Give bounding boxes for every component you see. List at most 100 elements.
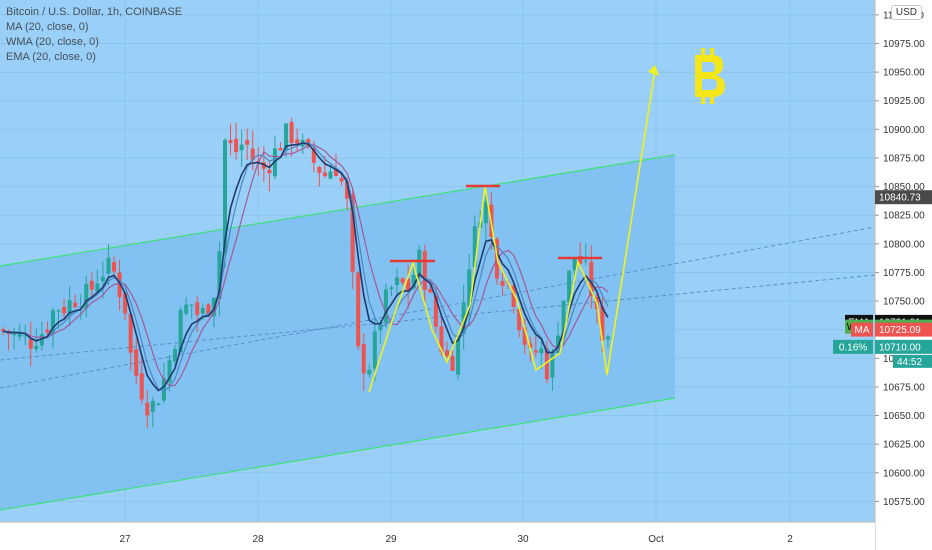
candle-body [206,304,211,315]
candle-body [422,251,427,290]
candle[interactable] [450,347,455,371]
candle[interactable] [234,122,239,160]
candle-body [128,314,133,353]
candle[interactable] [605,334,610,348]
candle[interactable] [117,259,122,311]
candle[interactable] [89,272,94,298]
candle[interactable] [278,142,283,151]
candle[interactable] [372,316,377,382]
candle-body [372,331,377,369]
candle[interactable] [517,306,522,338]
candle[interactable] [150,396,155,428]
candle[interactable] [395,267,400,295]
ma-line [2,144,609,387]
chart-legend: Bitcoin / U.S. Dollar, 1h, COINBASE MA (… [6,5,182,65]
candle[interactable] [467,253,472,326]
candle[interactable] [217,241,222,316]
candle-body [544,348,549,380]
candle[interactable] [289,117,294,157]
candle[interactable] [578,242,583,266]
candle[interactable] [67,286,72,327]
candle[interactable] [500,271,505,296]
candle[interactable] [317,165,322,187]
candle[interactable] [367,363,372,378]
legend-ma[interactable]: MA (20, close, 0) [6,21,89,33]
candle[interactable] [550,348,555,391]
channel-fill [0,155,675,510]
bitcoin-stroke [701,96,705,104]
candle[interactable] [533,336,538,358]
candle-body [483,201,488,224]
legend-wma[interactable]: WMA (20, close, 0) [6,36,99,48]
legend-ema[interactable]: EMA (20, close, 0) [6,51,96,63]
candle-body [250,148,255,161]
candle[interactable] [383,283,388,328]
candle[interactable] [145,389,150,429]
candle[interactable] [422,244,427,308]
candle[interactable] [583,243,588,266]
candle[interactable] [406,264,411,309]
candle[interactable] [239,130,244,167]
candle[interactable] [228,123,233,156]
candle[interactable] [189,304,194,320]
y-tick-label: 10675.00 [883,382,925,393]
price-badges: 10840.73EMA10731.81WMA10727.64MA10725.09… [833,190,932,368]
candle[interactable] [195,296,200,332]
candle-body [528,343,533,349]
candle[interactable] [39,321,44,351]
candle[interactable] [433,286,438,333]
candle[interactable] [28,321,33,367]
candle[interactable] [272,135,277,180]
candle[interactable] [139,356,144,405]
yellow-pattern-line [368,69,656,393]
y-tick-label: 10575.00 [883,497,925,508]
candle[interactable] [100,261,105,299]
candle[interactable] [56,309,61,329]
candle[interactable] [356,271,361,350]
candle[interactable] [511,283,516,314]
candle[interactable] [12,327,17,350]
candle-body [156,403,161,406]
x-tick-label: 29 [385,534,397,545]
candle[interactable] [361,333,366,391]
candle[interactable] [62,298,67,318]
candle-body [406,278,411,292]
candle-body [467,269,472,307]
price-axis[interactable]: 10575.00 10600.00 10625.00 10650.00 10675.00… [874,0,932,550]
candle[interactable] [156,402,161,406]
candle[interactable] [522,318,527,355]
candle[interactable] [161,362,166,404]
candle-body [134,349,139,376]
candle[interactable] [483,195,488,241]
candle[interactable] [173,344,178,367]
candle[interactable] [250,130,255,171]
candle[interactable] [334,153,338,177]
candle[interactable] [445,341,449,358]
candle[interactable] [73,294,78,309]
candle[interactable] [389,285,394,297]
candle[interactable] [539,339,544,370]
candle[interactable] [178,306,183,353]
candle[interactable] [23,324,28,346]
candle[interactable] [123,292,128,321]
candle[interactable] [78,294,83,320]
candle[interactable] [461,284,466,350]
candle[interactable] [128,312,133,371]
time-axis[interactable]: 27 28 29 30 Oct 2 [0,521,875,550]
candle[interactable] [45,321,50,337]
candle-body [439,326,444,352]
candle-body [112,262,116,272]
candle[interactable] [95,269,100,295]
candle[interactable] [400,276,405,286]
candle[interactable] [245,128,250,160]
currency-button[interactable]: USD [890,5,922,20]
candle[interactable] [84,275,89,318]
candle[interactable] [134,338,139,385]
candle[interactable] [112,256,116,279]
candle[interactable] [295,128,300,151]
candle-body [167,360,172,383]
candle[interactable] [184,297,189,316]
candle[interactable] [589,245,594,309]
y-tick-label: 10650.00 [883,411,925,422]
